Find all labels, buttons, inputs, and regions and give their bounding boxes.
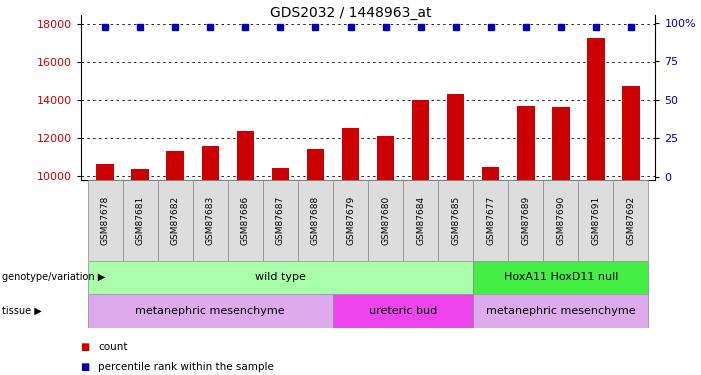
Text: GSM87683: GSM87683: [206, 196, 215, 245]
Text: GSM87681: GSM87681: [136, 196, 144, 245]
Text: GDS2032 / 1448963_at: GDS2032 / 1448963_at: [270, 6, 431, 20]
Bar: [377, 136, 394, 366]
Bar: [552, 107, 569, 366]
Text: GSM87684: GSM87684: [416, 196, 425, 245]
FancyBboxPatch shape: [613, 180, 648, 261]
FancyBboxPatch shape: [298, 180, 333, 261]
Text: GSM87691: GSM87691: [592, 196, 600, 245]
Text: GSM87677: GSM87677: [486, 196, 495, 245]
FancyBboxPatch shape: [88, 261, 473, 294]
Text: GSM87678: GSM87678: [101, 196, 109, 245]
Bar: [622, 86, 640, 366]
FancyBboxPatch shape: [263, 180, 298, 261]
Bar: [97, 164, 114, 366]
Text: HoxA11 HoxD11 null: HoxA11 HoxD11 null: [503, 273, 618, 282]
Bar: [412, 100, 430, 366]
Bar: [587, 38, 605, 366]
Bar: [132, 169, 149, 366]
Text: metanephric mesenchyme: metanephric mesenchyme: [135, 306, 285, 316]
FancyBboxPatch shape: [578, 180, 613, 261]
Text: percentile rank within the sample: percentile rank within the sample: [98, 362, 274, 372]
Text: count: count: [98, 342, 128, 352]
Text: GSM87687: GSM87687: [276, 196, 285, 245]
FancyBboxPatch shape: [158, 180, 193, 261]
Bar: [202, 146, 219, 366]
Bar: [237, 131, 254, 366]
Text: GSM87690: GSM87690: [557, 196, 565, 245]
Bar: [447, 94, 465, 366]
Text: ■: ■: [81, 342, 90, 352]
Text: GSM87682: GSM87682: [171, 196, 179, 245]
FancyBboxPatch shape: [543, 180, 578, 261]
Text: GSM87685: GSM87685: [451, 196, 460, 245]
FancyBboxPatch shape: [473, 261, 648, 294]
Bar: [482, 167, 499, 366]
Text: ureteric bud: ureteric bud: [369, 306, 437, 316]
Bar: [517, 106, 535, 366]
FancyBboxPatch shape: [508, 180, 543, 261]
Bar: [167, 151, 184, 366]
FancyBboxPatch shape: [473, 294, 648, 328]
Text: GSM87689: GSM87689: [522, 196, 530, 245]
Text: metanephric mesenchyme: metanephric mesenchyme: [486, 306, 636, 316]
Text: ■: ■: [81, 362, 90, 372]
FancyBboxPatch shape: [88, 180, 123, 261]
FancyBboxPatch shape: [403, 180, 438, 261]
FancyBboxPatch shape: [228, 180, 263, 261]
Text: GSM87688: GSM87688: [311, 196, 320, 245]
Bar: [342, 128, 360, 366]
FancyBboxPatch shape: [193, 180, 228, 261]
Text: wild type: wild type: [255, 273, 306, 282]
Text: genotype/variation ▶: genotype/variation ▶: [2, 273, 105, 282]
FancyBboxPatch shape: [438, 180, 473, 261]
Bar: [307, 149, 324, 366]
Bar: [272, 168, 290, 366]
FancyBboxPatch shape: [368, 180, 403, 261]
FancyBboxPatch shape: [473, 180, 508, 261]
FancyBboxPatch shape: [123, 180, 158, 261]
Text: GSM87692: GSM87692: [627, 196, 635, 245]
Text: GSM87679: GSM87679: [346, 196, 355, 245]
Text: tissue ▶: tissue ▶: [2, 306, 42, 316]
Text: GSM87680: GSM87680: [381, 196, 390, 245]
FancyBboxPatch shape: [333, 180, 368, 261]
FancyBboxPatch shape: [88, 294, 333, 328]
FancyBboxPatch shape: [333, 294, 473, 328]
Text: GSM87686: GSM87686: [241, 196, 250, 245]
